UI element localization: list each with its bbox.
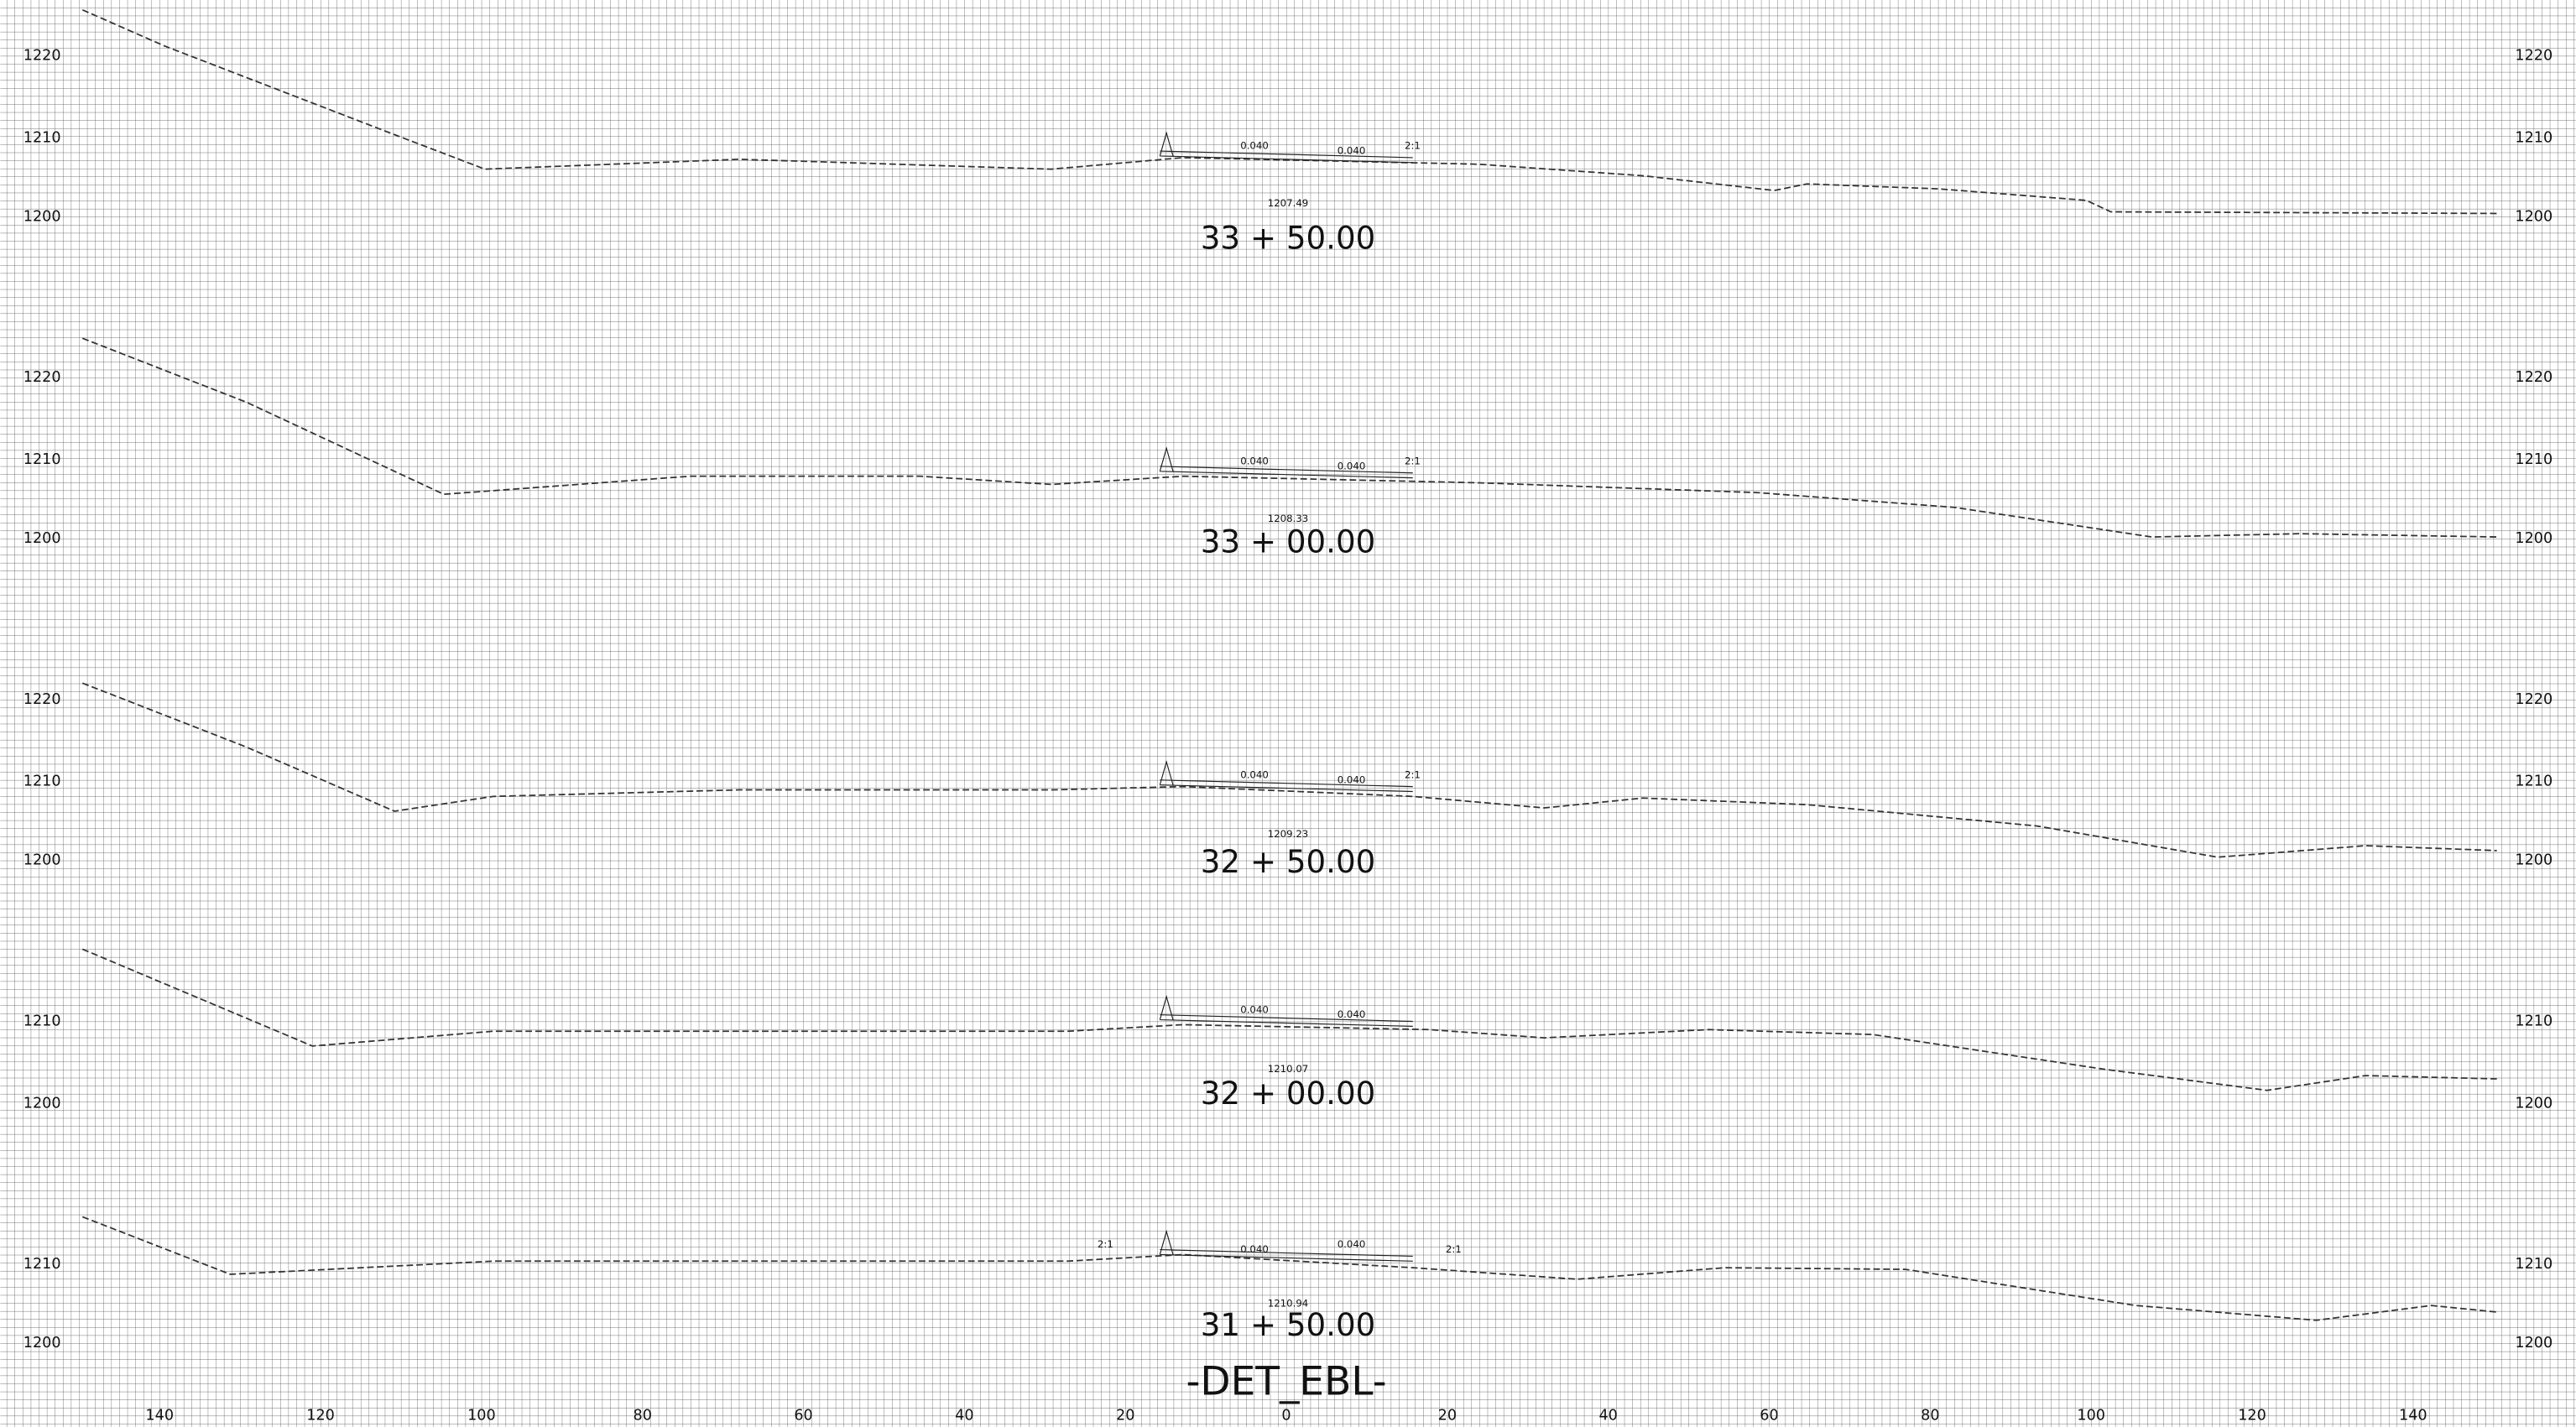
slope-label: 0.040 — [1240, 768, 1269, 780]
elevation-axis-label: 1210 — [2515, 1256, 2553, 1273]
elevation-axis-label: 1200 — [23, 530, 61, 547]
offset-label: 80 — [634, 1407, 652, 1424]
roadway-template — [1159, 995, 1413, 1027]
station-label: 33 + 00.00 — [1201, 523, 1376, 560]
ground-line — [81, 8, 2497, 215]
elevation-axis-label: 1200 — [2515, 1095, 2553, 1112]
offset-label: 60 — [1760, 1407, 1778, 1424]
elevation-axis-label: 1210 — [2515, 129, 2553, 146]
offset-label: 100 — [2077, 1407, 2105, 1424]
slope-label: 0.040 — [1240, 456, 1269, 467]
offset-label: 100 — [467, 1407, 496, 1424]
offset-label: 40 — [955, 1407, 973, 1424]
profile-elevation: 1207.49 — [1268, 197, 1309, 209]
station-label: 33 + 50.00 — [1201, 219, 1376, 256]
slope-label: 2:1 — [1405, 768, 1421, 780]
profile-elevation: 1208.33 — [1268, 513, 1309, 524]
offset-label: 80 — [1921, 1407, 1939, 1424]
slope-label: 2:1 — [1098, 1238, 1113, 1250]
slope-label: 2:1 — [1446, 1243, 1462, 1255]
slope-label: 0.040 — [1338, 1238, 1366, 1250]
elevation-axis-label: 1210 — [23, 1013, 61, 1030]
slope-label: 0.040 — [1338, 1008, 1366, 1020]
elevation-axis-label: 1210 — [2515, 773, 2553, 790]
elevation-axis-label: 1200 — [23, 208, 61, 225]
profile-elevation: 1210.07 — [1268, 1063, 1309, 1075]
slope-label: 2:1 — [1405, 456, 1421, 467]
elevation-axis-label: 1220 — [23, 369, 61, 386]
slope-label: 0.040 — [1240, 140, 1269, 152]
roadway-template — [1159, 446, 1413, 479]
ground-line — [81, 337, 2497, 538]
elevation-axis-label: 1220 — [2515, 48, 2553, 65]
elevation-axis-label: 1210 — [23, 1256, 61, 1273]
ground-line — [81, 1216, 2497, 1321]
slope-label: 2:1 — [1405, 140, 1421, 152]
offset-label: 140 — [145, 1407, 174, 1424]
roadway-template — [1159, 1229, 1413, 1262]
elevation-axis-label: 1210 — [23, 129, 61, 146]
elevation-axis-label: 1200 — [23, 1095, 61, 1112]
offset-label: 40 — [1598, 1407, 1617, 1424]
profile-elevation: 1210.94 — [1268, 1298, 1309, 1310]
slope-label: 0.040 — [1240, 1243, 1269, 1255]
elevation-axis-label: 1200 — [2515, 208, 2553, 225]
offset-label: 60 — [794, 1407, 812, 1424]
elevation-axis-label: 1200 — [2515, 852, 2553, 869]
ground-line — [81, 682, 2497, 858]
station-label: 31 + 50.00 — [1201, 1306, 1376, 1343]
sheet-title: -DET_EBL- — [1186, 1359, 1386, 1405]
offset-label: 120 — [2238, 1407, 2266, 1424]
offset-label: 120 — [306, 1407, 335, 1424]
elevation-axis-label: 1200 — [2515, 530, 2553, 547]
elevation-axis-label: 1220 — [23, 48, 61, 65]
offset-label: 140 — [2399, 1407, 2427, 1424]
offset-label: 20 — [1438, 1407, 1457, 1424]
roadway-template — [1159, 131, 1413, 164]
ground-line — [81, 948, 2497, 1091]
offset-label: 20 — [1116, 1407, 1134, 1424]
elevation-axis-label: 1210 — [23, 451, 61, 468]
slope-label: 0.040 — [1240, 1003, 1269, 1015]
elevation-axis-label: 1210 — [23, 773, 61, 790]
elevation-axis-label: 1200 — [23, 1335, 61, 1351]
slope-label: 0.040 — [1338, 773, 1366, 785]
elevation-axis-label: 1210 — [2515, 451, 2553, 468]
elevation-axis-label: 1200 — [23, 852, 61, 869]
elevation-axis-label: 1210 — [2515, 1013, 2553, 1030]
profile-elevation: 1209.23 — [1268, 828, 1309, 840]
elevation-axis-label: 1220 — [2515, 369, 2553, 386]
elevation-axis-label: 1220 — [23, 691, 61, 708]
slope-label: 0.040 — [1338, 145, 1366, 157]
offset-label: 0 — [1281, 1407, 1291, 1424]
elevation-axis-label: 1200 — [2515, 1335, 2553, 1351]
station-label: 32 + 00.00 — [1201, 1075, 1376, 1112]
slope-label: 0.040 — [1338, 460, 1366, 471]
station-label: 32 + 50.00 — [1201, 843, 1376, 880]
elevation-axis-label: 1220 — [2515, 691, 2553, 708]
roadway-template — [1159, 760, 1413, 793]
